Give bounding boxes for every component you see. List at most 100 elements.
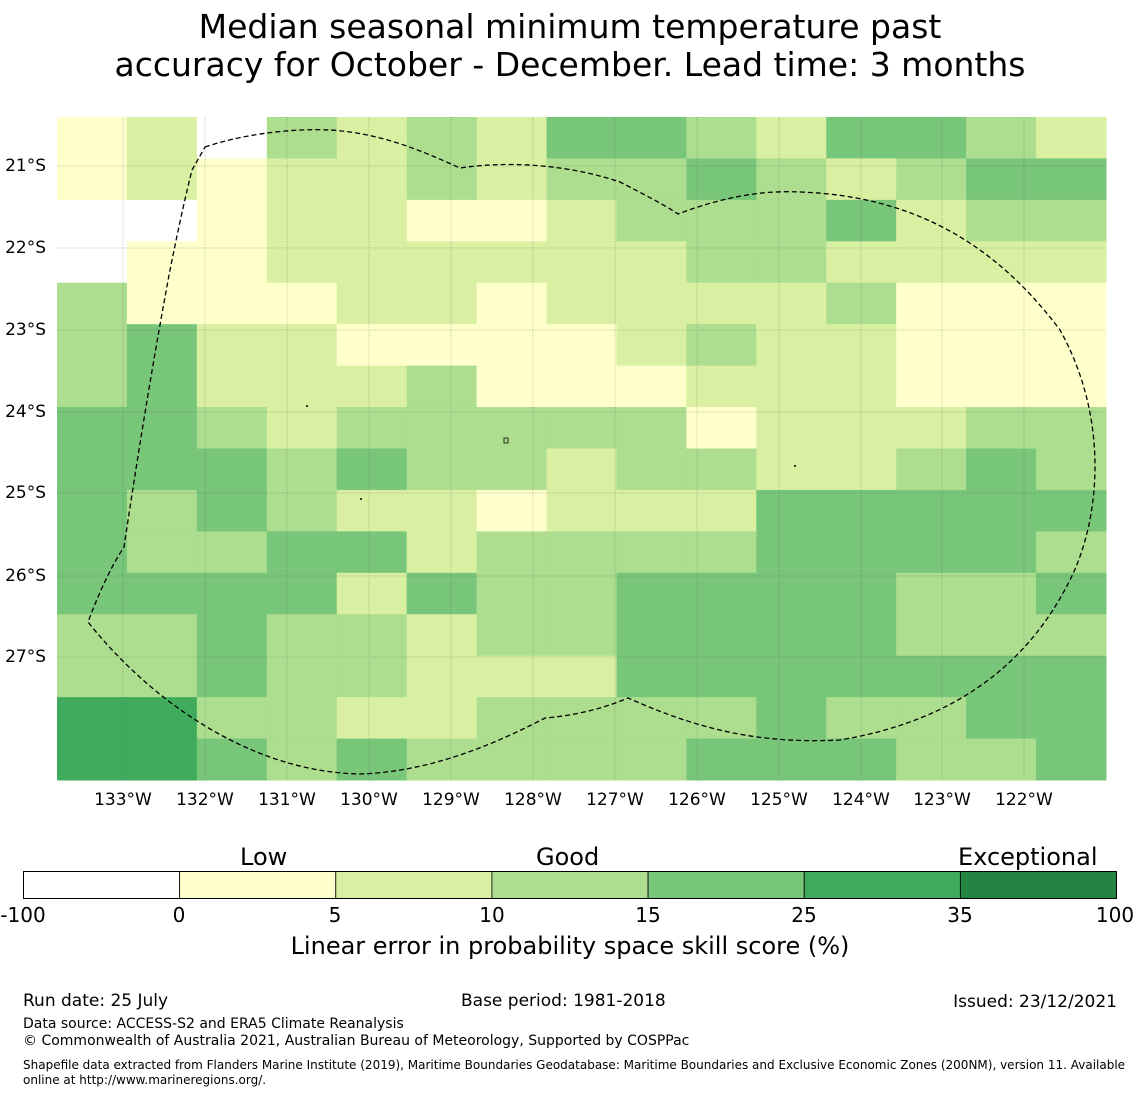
grid-cell bbox=[266, 117, 338, 159]
longitude-labels: 133°W 132°W 131°W 130°W 129°W 128°W 127°… bbox=[94, 790, 1053, 810]
grid-cell bbox=[756, 531, 827, 574]
grid-cell bbox=[546, 531, 617, 574]
grid-cell bbox=[686, 489, 757, 532]
colorbar-tick: 35 bbox=[947, 903, 973, 927]
grid-cell bbox=[57, 282, 128, 325]
grid-cell bbox=[896, 365, 967, 408]
grid-cell bbox=[546, 697, 617, 740]
grid-cell bbox=[756, 407, 827, 449]
grid-cell bbox=[1036, 448, 1107, 491]
grid-cell bbox=[196, 489, 268, 532]
grid-cell bbox=[266, 158, 338, 201]
grid-cell bbox=[476, 614, 548, 657]
grid-cell bbox=[546, 199, 617, 242]
grid-cell bbox=[826, 697, 897, 740]
grid-cell bbox=[336, 117, 408, 159]
grid-cell bbox=[336, 614, 408, 657]
lon-label: 130°W bbox=[340, 790, 398, 810]
grid-cell bbox=[336, 365, 408, 408]
run-date: Run date: 25 July bbox=[23, 991, 169, 1011]
grid-cell bbox=[476, 324, 548, 367]
grid-cell bbox=[476, 697, 548, 740]
grid-cell bbox=[196, 738, 268, 781]
grid-cell bbox=[57, 324, 128, 367]
grid-cell bbox=[616, 282, 687, 325]
colorbar-segment bbox=[23, 871, 181, 899]
lon-label: 126°W bbox=[668, 790, 726, 810]
grid-cell bbox=[1036, 407, 1107, 449]
grid-cell bbox=[57, 489, 128, 532]
issued-date: Issued: 23/12/2021 bbox=[953, 992, 1117, 1012]
grid-cell bbox=[686, 365, 757, 408]
grid-cell bbox=[57, 448, 128, 491]
grid-cell bbox=[126, 655, 198, 698]
grid-cell bbox=[266, 448, 338, 491]
grid-cell bbox=[266, 407, 338, 449]
grid-cell bbox=[826, 614, 897, 657]
grid-cell bbox=[966, 448, 1037, 491]
island-marker bbox=[503, 437, 509, 444]
grid-cell bbox=[966, 531, 1037, 574]
grid-cell bbox=[196, 448, 268, 491]
lon-label: 132°W bbox=[176, 790, 234, 810]
grid-cell bbox=[406, 489, 478, 532]
grid-cell bbox=[266, 531, 338, 574]
grid-cell bbox=[196, 282, 268, 325]
graticule bbox=[57, 117, 1106, 780]
grid-cell bbox=[336, 489, 408, 532]
grid-cell bbox=[826, 282, 897, 325]
lon-label: 127°W bbox=[586, 790, 644, 810]
island-marker bbox=[360, 498, 362, 500]
grid-cell bbox=[756, 199, 827, 242]
grid-cell bbox=[1036, 241, 1107, 284]
grid-cell bbox=[616, 614, 687, 657]
grid-cell bbox=[406, 531, 478, 574]
grid-cell bbox=[476, 489, 548, 532]
grid-cell bbox=[126, 282, 198, 325]
grid-cell bbox=[546, 614, 617, 657]
grid-cell bbox=[966, 199, 1037, 242]
grid-cell bbox=[756, 489, 827, 532]
grid-cell bbox=[826, 738, 897, 781]
grid-cell bbox=[57, 199, 128, 242]
grid-cell bbox=[966, 158, 1037, 201]
colorbar-tick: 0 bbox=[172, 903, 186, 927]
grid-cell bbox=[616, 117, 687, 159]
grid-cell bbox=[336, 655, 408, 698]
grid-cell bbox=[196, 199, 268, 242]
grid-cell bbox=[406, 572, 478, 615]
grid-cell bbox=[616, 697, 687, 740]
grid-cell bbox=[126, 697, 198, 740]
grid-cell bbox=[336, 199, 408, 242]
grid-cell bbox=[546, 282, 617, 325]
grid-cell bbox=[1036, 531, 1107, 574]
grid-cell bbox=[1036, 655, 1107, 698]
lon-label: 128°W bbox=[504, 790, 562, 810]
grid-cell bbox=[406, 324, 478, 367]
grid-cell bbox=[896, 158, 967, 201]
grid-cell bbox=[896, 738, 967, 781]
grid-cell bbox=[57, 365, 128, 408]
grid-cell bbox=[826, 655, 897, 698]
grid-cell bbox=[686, 158, 757, 201]
grid-cell bbox=[686, 241, 757, 284]
grid-cell bbox=[126, 117, 198, 159]
grid-cell bbox=[1036, 738, 1107, 781]
grid-cell bbox=[336, 697, 408, 740]
grid-cell bbox=[826, 407, 897, 449]
grid-cell bbox=[686, 738, 757, 781]
grid-cell bbox=[686, 407, 757, 449]
grid-cell bbox=[546, 738, 617, 781]
grid-cell bbox=[406, 199, 478, 242]
grid-cell bbox=[966, 282, 1037, 325]
grid-cell bbox=[266, 365, 338, 408]
grid-cell bbox=[336, 531, 408, 574]
colorbar-segment bbox=[179, 871, 337, 899]
grid-cell bbox=[1036, 697, 1107, 740]
grid-cell bbox=[266, 489, 338, 532]
grid-cell bbox=[966, 697, 1037, 740]
grid-cell bbox=[196, 324, 268, 367]
shapefile-credit-line-2: online at http://www.marineregions.org/. bbox=[23, 1073, 267, 1087]
grid-cell bbox=[196, 158, 268, 201]
grid-cell bbox=[336, 448, 408, 491]
